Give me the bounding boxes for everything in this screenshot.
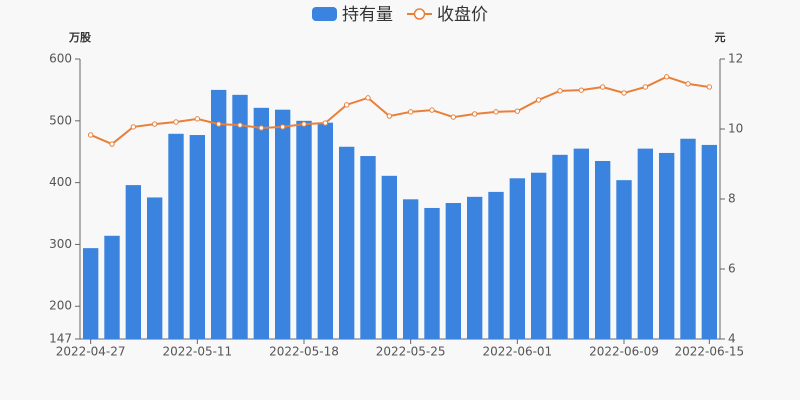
- x-tick-label: 2022-06-09: [589, 345, 659, 359]
- bar: [125, 185, 142, 339]
- bar: [168, 133, 184, 339]
- bar: [104, 235, 120, 339]
- legend-swatch: [312, 7, 337, 21]
- line-point: [706, 84, 713, 90]
- y2-axis-name: 元: [715, 31, 726, 44]
- y2-tick-label: 8: [728, 192, 736, 206]
- line-point: [493, 109, 499, 115]
- bar: [189, 135, 206, 339]
- bar: [82, 248, 99, 339]
- bar: [360, 156, 376, 339]
- y-tick-label: 400: [49, 175, 72, 189]
- line-point: [109, 141, 115, 147]
- line-point: [599, 84, 606, 90]
- y2-tick-label: 4: [728, 332, 736, 346]
- line-point: [173, 119, 179, 125]
- legend-swatch: [413, 8, 426, 20]
- line-point: [621, 90, 627, 96]
- line-point: [663, 74, 670, 80]
- y-tick-label: 200: [49, 299, 72, 313]
- bar: [253, 107, 270, 340]
- bar: [274, 109, 291, 339]
- line-point: [429, 107, 435, 113]
- x-tick-label: 2022-05-11: [162, 345, 232, 359]
- bar: [509, 178, 526, 339]
- x-tick-label: 2022-06-15: [674, 345, 744, 359]
- line-point: [151, 121, 158, 127]
- legend-label: 收盘价: [437, 5, 488, 25]
- bar: [445, 203, 462, 339]
- y-tick-label: 600: [49, 52, 72, 66]
- line-point: [450, 114, 457, 120]
- bar: [424, 207, 440, 339]
- bar: [296, 120, 312, 340]
- line-point: [578, 87, 585, 93]
- bar: [210, 89, 227, 339]
- line-point: [322, 120, 329, 126]
- x-tick-label: 2022-06-01: [482, 345, 552, 359]
- bar: [594, 160, 611, 339]
- line-point: [514, 108, 521, 114]
- line-point: [386, 113, 393, 119]
- line-point: [557, 88, 563, 94]
- y-tick-label: 147: [49, 332, 72, 346]
- line: [90, 75, 710, 146]
- y2-tick-label: 12: [728, 52, 743, 66]
- line-point: [471, 111, 478, 117]
- x-tick-label: 2022-05-18: [269, 345, 339, 359]
- y-axis-name: 万股: [68, 31, 92, 44]
- line-point: [535, 97, 542, 103]
- line-point: [237, 122, 243, 128]
- bar: [573, 148, 590, 339]
- bar: [381, 175, 398, 339]
- bar: [530, 172, 547, 339]
- bar: [616, 180, 632, 339]
- bar: [488, 191, 504, 339]
- bar: [701, 144, 718, 339]
- line-point: [130, 124, 137, 130]
- bar: [658, 152, 675, 339]
- bar: [402, 199, 419, 339]
- line-point: [194, 116, 201, 122]
- line-point: [365, 95, 371, 101]
- legend-label: 持有量: [342, 5, 393, 25]
- bar: [680, 138, 696, 339]
- y2-tick-label: 10: [728, 122, 743, 136]
- y-tick-label: 300: [49, 237, 72, 251]
- bar: [552, 154, 568, 339]
- line-point: [343, 102, 350, 108]
- line-point: [87, 132, 94, 138]
- y2-tick-label: 6: [728, 262, 736, 276]
- bar: [338, 146, 355, 339]
- line-point: [215, 121, 222, 127]
- line-point: [642, 84, 649, 90]
- bar: [232, 94, 248, 340]
- bar: [146, 197, 163, 339]
- bar: [317, 122, 334, 339]
- x-tick-label: 2022-04-27: [56, 345, 126, 359]
- x-tick-label: 2022-05-25: [376, 345, 446, 359]
- line-point: [279, 124, 286, 130]
- line-point: [407, 109, 414, 115]
- bar: [637, 148, 654, 339]
- bar: [466, 196, 483, 339]
- line-point: [301, 121, 307, 127]
- line-point: [258, 125, 265, 131]
- y-tick-label: 500: [49, 113, 72, 127]
- line-point: [685, 81, 691, 87]
